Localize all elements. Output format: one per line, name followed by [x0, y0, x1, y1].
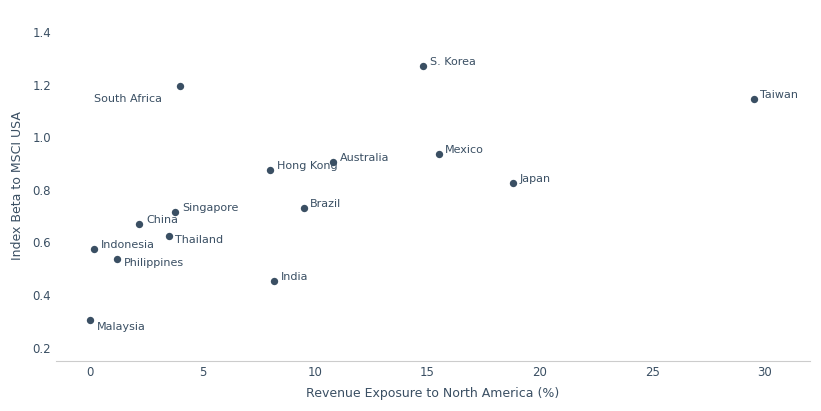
- Point: [432, 151, 445, 158]
- Point: [264, 167, 277, 173]
- Text: Philippines: Philippines: [124, 259, 184, 268]
- Text: Japan: Japan: [520, 174, 551, 184]
- Point: [133, 221, 146, 227]
- Text: China: China: [146, 215, 178, 225]
- Point: [169, 209, 182, 215]
- Point: [507, 180, 520, 187]
- Text: Australia: Australia: [340, 153, 389, 163]
- Text: S. Korea: S. Korea: [429, 58, 475, 67]
- Point: [162, 233, 175, 239]
- Text: Thailand: Thailand: [176, 235, 223, 245]
- Text: Malaysia: Malaysia: [97, 321, 145, 332]
- Point: [326, 159, 339, 166]
- Text: Mexico: Mexico: [445, 145, 484, 155]
- Point: [268, 277, 281, 284]
- Point: [88, 246, 101, 252]
- Text: Hong Kong: Hong Kong: [277, 161, 337, 171]
- Text: Taiwan: Taiwan: [760, 90, 798, 100]
- Point: [110, 256, 123, 263]
- Text: Brazil: Brazil: [310, 199, 342, 209]
- Point: [173, 83, 186, 89]
- Text: South Africa: South Africa: [94, 94, 163, 104]
- Point: [297, 205, 310, 212]
- Text: Singapore: Singapore: [182, 203, 238, 213]
- Point: [747, 96, 760, 102]
- X-axis label: Revenue Exposure to North America (%): Revenue Exposure to North America (%): [306, 387, 560, 400]
- Point: [416, 63, 429, 69]
- Text: Indonesia: Indonesia: [101, 240, 155, 250]
- Y-axis label: Index Beta to MSCI USA: Index Beta to MSCI USA: [11, 111, 24, 260]
- Text: India: India: [281, 272, 309, 282]
- Point: [83, 316, 96, 323]
